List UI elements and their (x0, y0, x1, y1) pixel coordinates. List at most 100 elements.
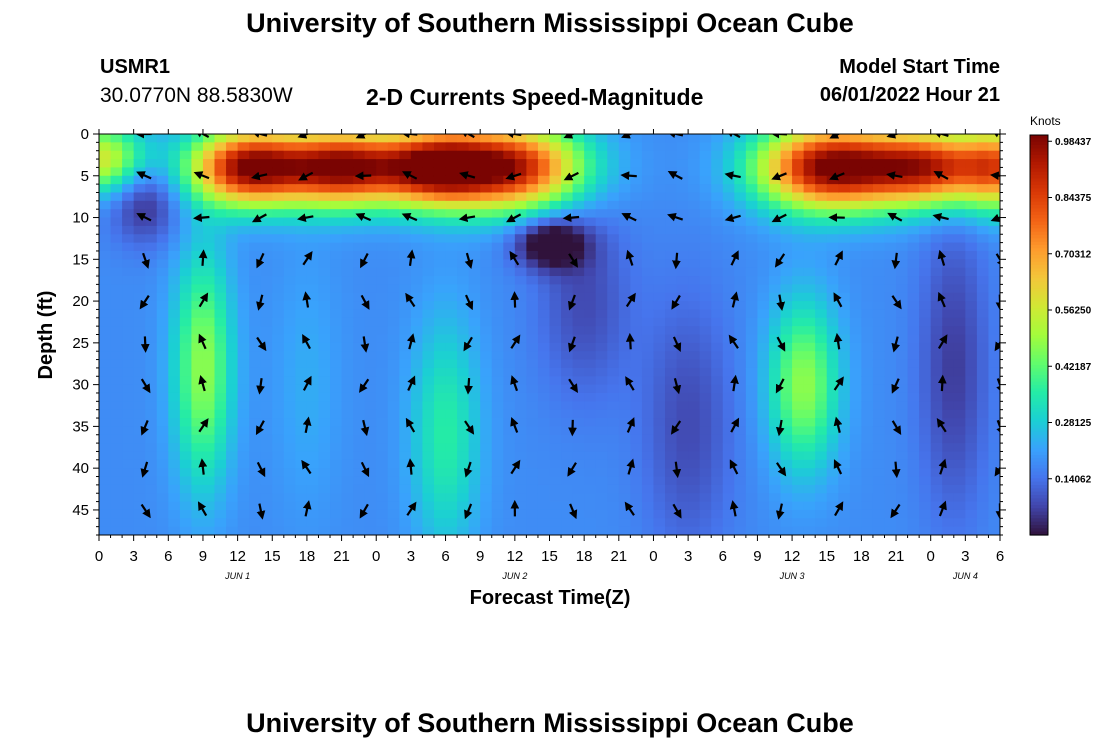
heatmap-cell (976, 259, 990, 269)
heatmap-cell (422, 384, 435, 394)
heatmap-cell (306, 476, 320, 486)
heatmap-cell (122, 301, 135, 311)
heatmap-cell (364, 401, 377, 411)
heatmap-cell (145, 342, 158, 352)
heatmap-cell (249, 309, 262, 319)
heatmap-cell (849, 159, 862, 169)
heatmap-cell (226, 184, 239, 194)
heatmap-cell (99, 276, 112, 285)
heatmap-cell (122, 451, 135, 461)
heatmap-cell (341, 526, 354, 535)
heatmap-cell (353, 200, 366, 210)
heatmap-cell (272, 518, 285, 528)
current-arrow (198, 249, 208, 266)
heatmap-cell (641, 259, 655, 269)
heatmap-cell (364, 359, 377, 369)
current-arrow (936, 418, 947, 433)
heatmap-cell (249, 384, 262, 394)
heatmap-cell (110, 159, 123, 169)
heatmap-cell (410, 276, 424, 285)
heatmap-cell (399, 384, 412, 394)
heatmap-cell (688, 434, 701, 444)
heatmap-cell (884, 242, 897, 252)
heatmap-cell (699, 192, 712, 202)
heatmap-cell (745, 459, 759, 469)
heatmap-cell (330, 242, 343, 252)
heatmap-cell (318, 509, 331, 519)
heatmap-cell (734, 409, 747, 419)
heatmap-cell (665, 493, 678, 503)
heatmap-cell (607, 167, 620, 177)
heatmap-cell (387, 501, 400, 511)
heatmap-cell (699, 484, 712, 494)
heatmap-cell (618, 150, 631, 160)
heatmap-cell (491, 359, 504, 369)
heatmap-cell (214, 476, 227, 486)
heatmap-cell (595, 434, 608, 444)
heatmap-cell (976, 134, 990, 143)
heatmap-cell (653, 259, 666, 269)
heatmap-cell (780, 342, 793, 352)
heatmap-cell (711, 150, 724, 160)
heatmap-cell (641, 392, 655, 402)
heatmap-cell (330, 459, 343, 469)
heatmap-cell (549, 142, 562, 152)
heatmap-cell (457, 351, 470, 361)
heatmap-cell (237, 409, 250, 419)
heatmap-cell (549, 342, 562, 352)
heatmap-cell (768, 200, 782, 210)
heatmap-cell (722, 493, 735, 503)
heatmap-cell (179, 509, 193, 519)
heatmap-cell (896, 217, 909, 227)
heatmap-cell (399, 451, 412, 461)
colorbar-swatch (1030, 211, 1048, 216)
heatmap-cell (503, 301, 516, 311)
heatmap-cell (179, 359, 193, 369)
colorbar-swatch (1030, 335, 1048, 339)
heatmap-cell (214, 451, 227, 461)
heatmap-cell (202, 309, 216, 319)
heatmap-cell (688, 426, 701, 436)
heatmap-cell (214, 142, 227, 152)
heatmap-cell (595, 509, 608, 519)
heatmap-cell (757, 384, 770, 394)
heatmap-cell (757, 209, 770, 219)
heatmap-cell (561, 468, 574, 478)
heatmap-cell (572, 209, 585, 219)
heatmap-cell (872, 292, 886, 302)
heatmap-cell (584, 409, 597, 419)
heatmap-cell (179, 284, 193, 294)
heatmap-cell (699, 142, 712, 152)
colorbar-swatch (1030, 481, 1048, 486)
heatmap-cell (838, 175, 851, 185)
heatmap-cell (202, 418, 216, 427)
heatmap-cell (387, 451, 400, 461)
heatmap-cell (341, 401, 354, 411)
heatmap-cell (965, 493, 978, 503)
heatmap-cell (503, 159, 516, 169)
heatmap-cell (780, 451, 793, 461)
heatmap-cell (226, 192, 239, 202)
heatmap-cell (988, 526, 1000, 535)
heatmap-cell (607, 476, 620, 486)
colorbar-swatch (1030, 521, 1048, 526)
heatmap-cell (387, 234, 400, 244)
heatmap-cell (665, 150, 678, 160)
heatmap-cell (988, 200, 1000, 210)
heatmap-cell (699, 434, 712, 444)
colorbar-swatch (1030, 245, 1048, 249)
heatmap-cell (526, 468, 539, 478)
heatmap-cell (226, 284, 239, 294)
heatmap-cell (815, 192, 828, 202)
heatmap-cell (399, 342, 412, 352)
heatmap-cell (780, 326, 793, 336)
heatmap-cell (399, 518, 412, 528)
heatmap-cell (468, 209, 481, 219)
heatmap-cell (988, 142, 1000, 152)
heatmap-cell (110, 526, 123, 535)
heatmap-cell (376, 142, 389, 152)
heatmap-cell (168, 459, 181, 469)
heatmap-cell (665, 192, 678, 202)
heatmap-cell (491, 426, 504, 436)
heatmap-cell (907, 334, 920, 344)
